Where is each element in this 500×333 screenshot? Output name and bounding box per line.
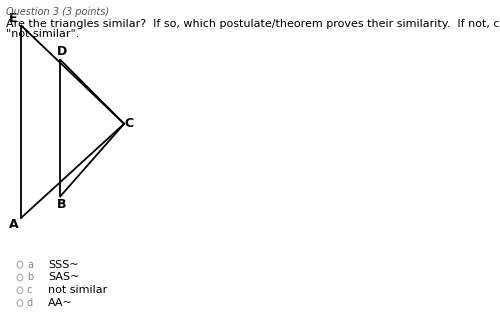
Text: Are the triangles similar?  If so, which postulate/theorem proves their similari: Are the triangles similar? If so, which …: [6, 19, 500, 29]
Text: A: A: [10, 218, 19, 231]
Text: SAS~: SAS~: [48, 272, 80, 282]
Text: c: c: [27, 285, 32, 295]
Text: D: D: [56, 45, 67, 58]
Text: b: b: [27, 272, 33, 282]
Text: d: d: [27, 298, 33, 308]
Text: a: a: [27, 260, 33, 270]
Text: AA~: AA~: [48, 298, 73, 308]
Text: "not similar".: "not similar".: [6, 29, 79, 39]
Text: Question 3 (3 points): Question 3 (3 points): [6, 7, 109, 17]
Text: B: B: [57, 198, 66, 211]
Text: C: C: [124, 117, 134, 130]
Text: E: E: [8, 12, 17, 25]
Text: SSS~: SSS~: [48, 260, 79, 270]
Text: not similar: not similar: [48, 285, 108, 295]
